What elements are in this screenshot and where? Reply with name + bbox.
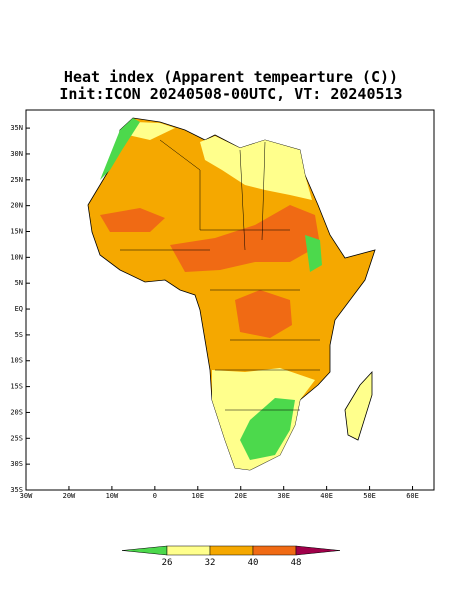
x-tick-label: 20E xyxy=(234,492,247,500)
x-tick-label: 0 xyxy=(153,492,157,500)
y-tick-label: 35S xyxy=(10,486,23,494)
x-tick-label: 60E xyxy=(406,492,419,500)
x-tick-label: 10W xyxy=(106,492,119,500)
y-tick-label: 5S xyxy=(15,331,23,339)
y-tick-label: 25N xyxy=(10,176,23,184)
x-tick-label: 10E xyxy=(191,492,204,500)
hot-region xyxy=(100,208,165,232)
cool-region xyxy=(128,122,175,140)
island xyxy=(344,370,373,441)
colorbar-label: 26 xyxy=(162,558,173,568)
y-tick-label: 5N xyxy=(15,279,23,287)
colorbar-segment xyxy=(166,545,211,556)
y-tick-label: 30N xyxy=(10,150,23,158)
green-region xyxy=(100,118,140,180)
colorbar-low xyxy=(121,545,168,556)
y-tick-label: 15S xyxy=(10,383,23,391)
y-tick-label: 15N xyxy=(10,227,23,235)
colorbar-label: 40 xyxy=(248,558,259,568)
y-tick-label: 20S xyxy=(10,408,23,416)
y-tick-label: 10N xyxy=(10,253,23,261)
y-tick-label: 35N xyxy=(10,124,23,132)
y-tick-label: 10S xyxy=(10,357,23,365)
y-tick-label: 20N xyxy=(10,202,23,210)
x-tick-label: 20W xyxy=(63,492,76,500)
colorbar-segment xyxy=(252,545,297,556)
green-region xyxy=(240,398,295,460)
x-tick-label: 30W xyxy=(20,492,33,500)
y-tick-label: 25S xyxy=(10,434,23,442)
hot-region xyxy=(170,205,320,272)
x-tick-label: 30E xyxy=(277,492,290,500)
hot-region xyxy=(235,290,292,338)
chart-subtitle: Init:ICON 20240508-00UTC, VT: 20240513 xyxy=(59,85,402,103)
colorbar-label: 48 xyxy=(291,558,302,568)
plot-frame xyxy=(25,109,435,491)
y-tick-label: EQ xyxy=(15,305,23,313)
colorbar-high xyxy=(295,545,341,556)
colorbar-segment xyxy=(209,545,254,556)
colorbar-label: 32 xyxy=(205,558,216,568)
chart-title: Heat index (Apparent tempearture (C)) xyxy=(64,68,398,86)
x-tick-label: 40E xyxy=(320,492,333,500)
y-tick-label: 30S xyxy=(10,460,23,468)
green-region xyxy=(305,235,322,272)
x-tick-label: 50E xyxy=(363,492,376,500)
border xyxy=(120,139,320,411)
cool-region xyxy=(200,136,312,200)
map xyxy=(87,117,376,471)
